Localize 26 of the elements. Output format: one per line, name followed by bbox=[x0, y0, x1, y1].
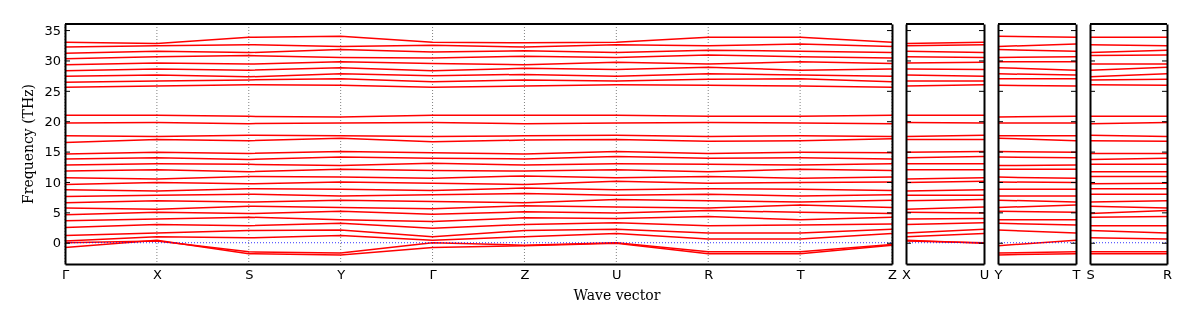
x-axis-title: Wave vector bbox=[573, 287, 661, 303]
x-tick-label: Γ bbox=[61, 267, 70, 283]
x-tick-label: Z bbox=[520, 267, 530, 283]
x-tick-label: U bbox=[612, 267, 622, 283]
x-tick-label: T bbox=[1071, 267, 1081, 283]
x-tick-label: U bbox=[979, 267, 990, 283]
x-tick-label: X bbox=[902, 267, 912, 283]
x-tick-label: Y bbox=[993, 267, 1003, 283]
y-tick-label: 35 bbox=[44, 22, 61, 38]
y-tick-label: 15 bbox=[44, 144, 61, 160]
x-tick-label: T bbox=[795, 267, 805, 283]
x-tick-label: X bbox=[152, 267, 162, 283]
x-tick-label: S bbox=[1086, 267, 1095, 283]
y-tick-label: 30 bbox=[44, 53, 61, 69]
y-tick-label: 5 bbox=[52, 205, 61, 221]
y-tick-label: 20 bbox=[44, 113, 61, 129]
x-tick-label: Y bbox=[336, 267, 346, 283]
x-tick-label: Γ bbox=[429, 267, 438, 283]
y-tick-label: 0 bbox=[52, 235, 61, 251]
x-tick-label: S bbox=[245, 267, 254, 283]
y-tick-label: 10 bbox=[44, 174, 61, 190]
x-tick-label: R bbox=[704, 267, 714, 283]
y-tick-label: 25 bbox=[44, 83, 61, 99]
x-tick-label: Z bbox=[888, 267, 898, 283]
y-axis-title: Frequency (THz) bbox=[20, 83, 36, 205]
x-tick-label: R bbox=[1162, 267, 1173, 283]
